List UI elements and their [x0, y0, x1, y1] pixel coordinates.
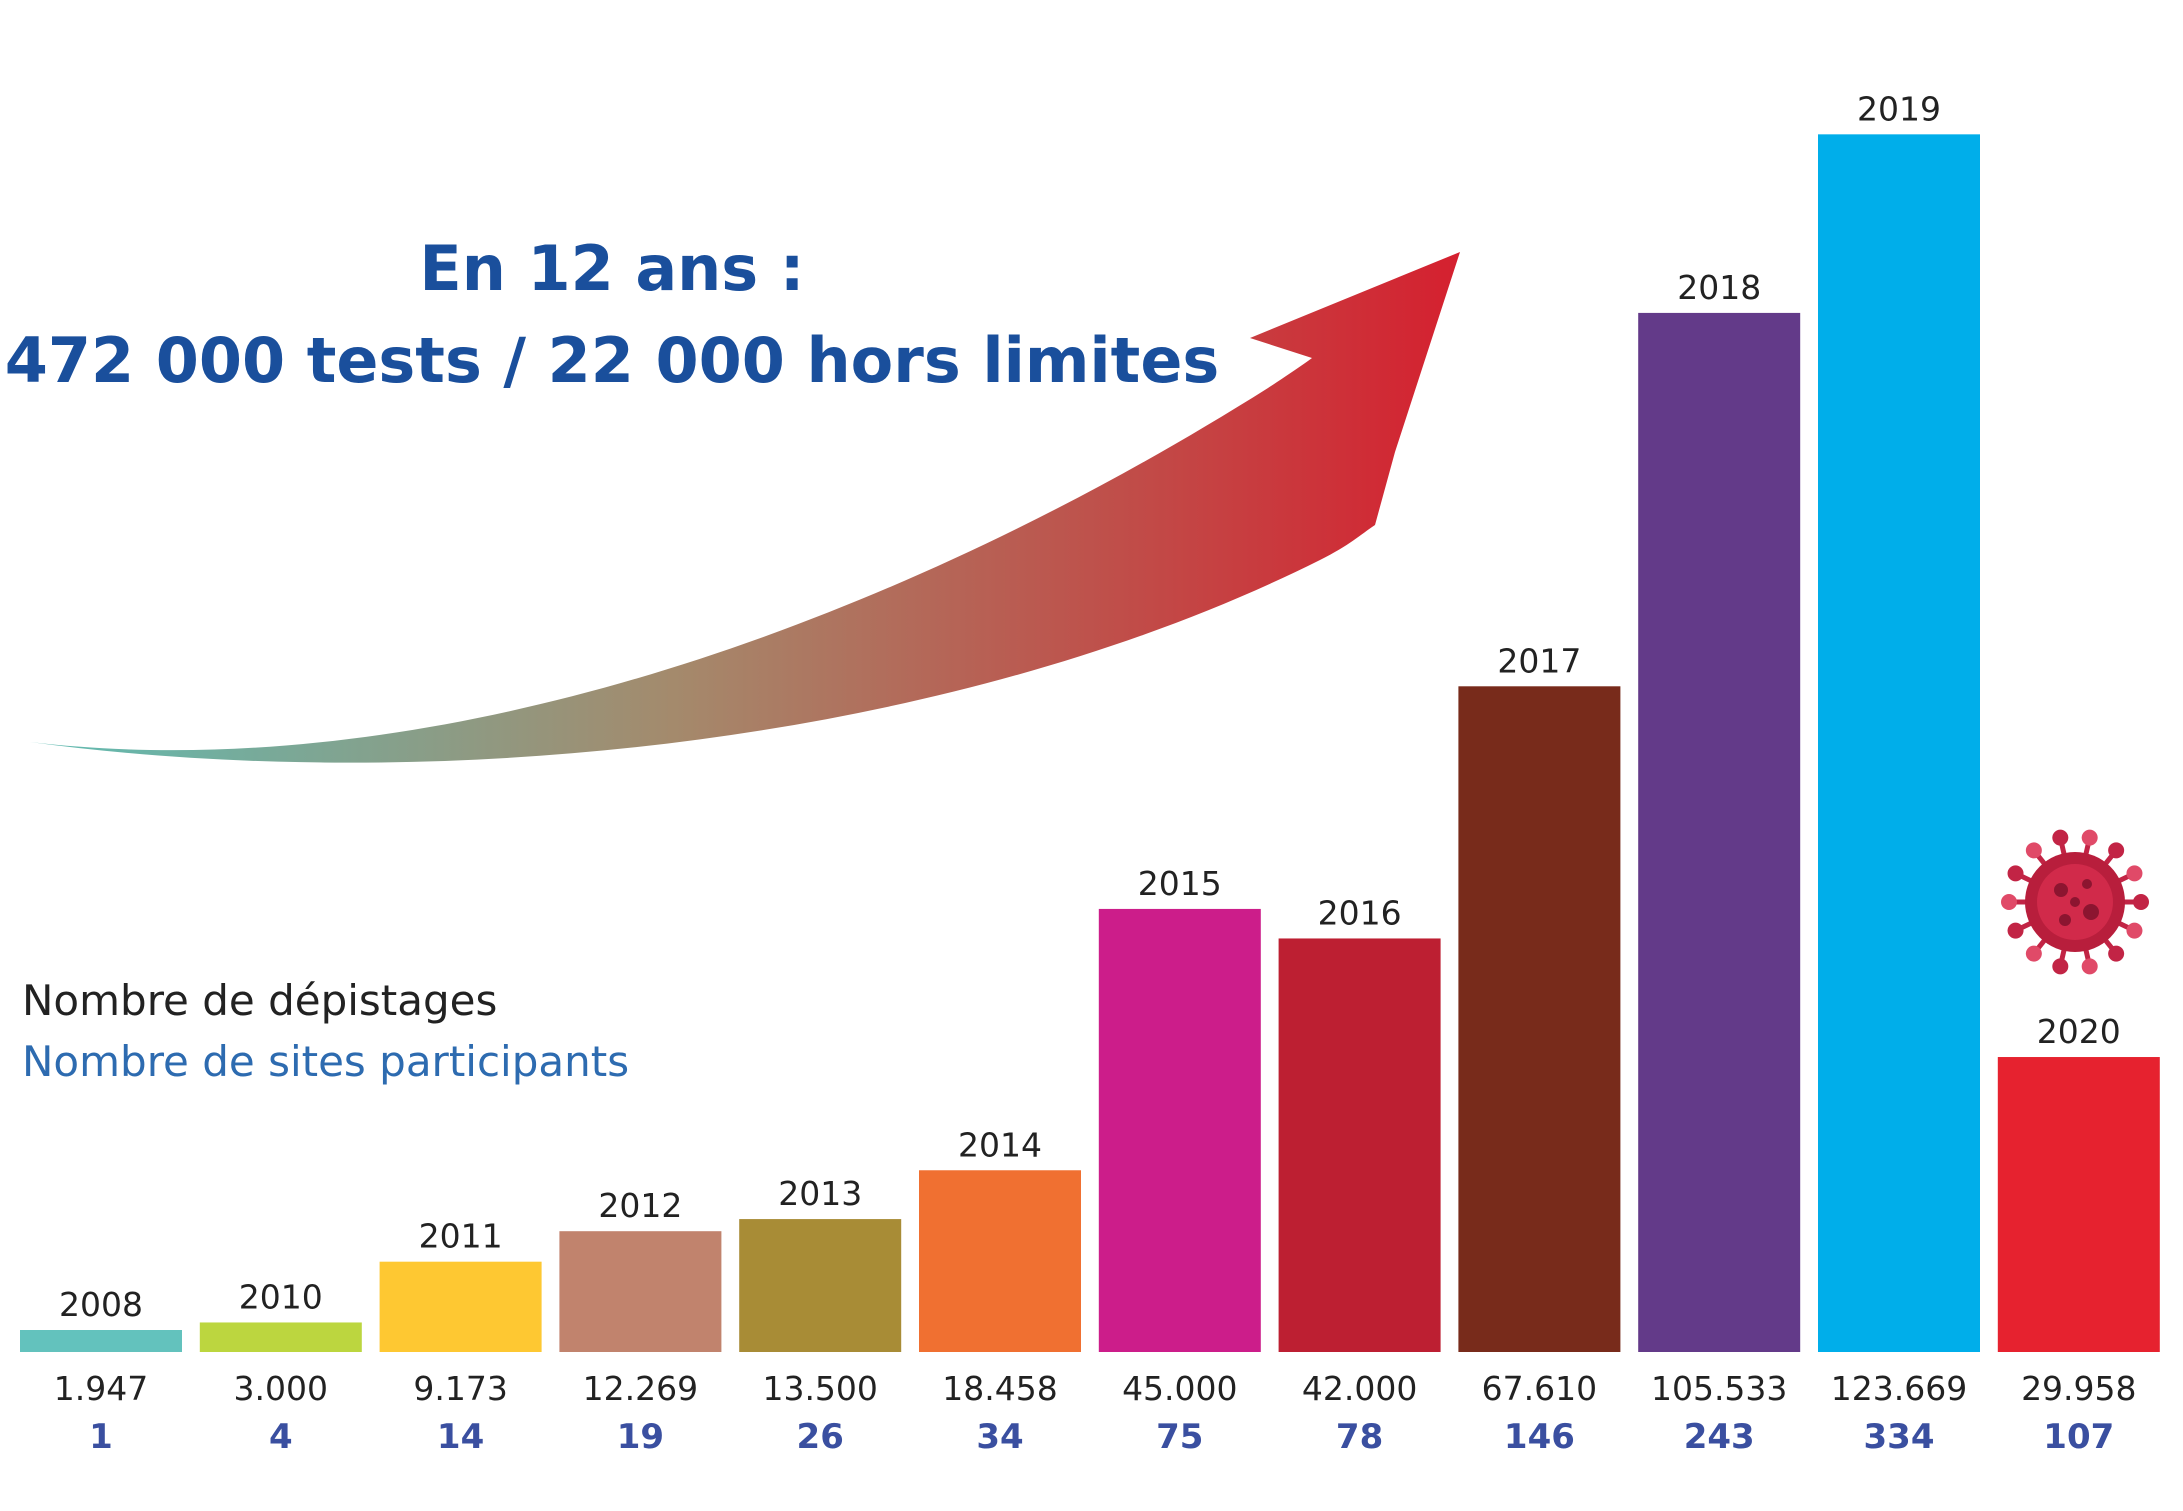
headline-line1: En 12 ans :	[419, 232, 804, 305]
tests-value-label: 13.500	[762, 1369, 877, 1408]
bar-year-label: 2016	[1318, 893, 1402, 932]
bar-2012	[559, 1231, 722, 1352]
sites-value-label: 334	[1864, 1417, 1935, 1457]
tests-value-label: 1.947	[54, 1369, 148, 1408]
sites-value-label: 243	[1684, 1417, 1755, 1457]
sites-value-label: 4	[269, 1417, 293, 1457]
tests-value-label: 12.269	[583, 1369, 698, 1408]
bar-year-label: 2013	[778, 1174, 862, 1213]
bar-2017	[1458, 686, 1621, 1352]
legend-sites-label: Nombre de sites participants	[22, 1037, 629, 1086]
sites-value-label: 14	[437, 1417, 484, 1457]
tests-value-label: 45.000	[1122, 1369, 1237, 1408]
sites-value-label: 146	[1504, 1417, 1575, 1457]
tests-value-label: 9.173	[413, 1369, 507, 1408]
bar-2018	[1638, 312, 1801, 1352]
bar-2008	[20, 1330, 182, 1352]
sites-value-label: 1	[89, 1417, 113, 1457]
bar-year-label: 2011	[419, 1217, 503, 1256]
bar-2013	[739, 1219, 902, 1352]
bar-2010	[199, 1322, 362, 1352]
legend-tests-label: Nombre de dépistages	[22, 976, 497, 1025]
bar-year-label: 2019	[1857, 89, 1941, 128]
bar-year-label: 2018	[1677, 268, 1761, 307]
bar-2019	[1818, 134, 1980, 1353]
bar-2016	[1278, 938, 1441, 1352]
bar-year-label: 2014	[958, 1125, 1042, 1164]
bar-year-label: 2015	[1138, 864, 1222, 903]
growth-arrow-icon	[30, 252, 1460, 763]
bar-2014	[919, 1170, 1081, 1352]
virus-icon	[2001, 829, 2149, 975]
bar-year-label: 2008	[59, 1285, 143, 1324]
tests-value-label: 105.533	[1651, 1369, 1787, 1408]
sites-value-label: 34	[976, 1417, 1023, 1457]
bar-year-label: 2012	[598, 1186, 682, 1225]
sites-value-label: 19	[617, 1417, 664, 1457]
tests-value-label: 3.000	[234, 1369, 328, 1408]
tests-value-label: 67.610	[1482, 1369, 1597, 1408]
bar-2020	[1997, 1057, 2160, 1352]
sites-value-label: 78	[1336, 1417, 1383, 1457]
bar-2011	[379, 1261, 542, 1352]
bar-2015	[1098, 908, 1261, 1352]
bar-group: 2008 1.947 1 2010 3.000 4 2011 9.173 14 2012 12.26…	[20, 89, 2160, 1457]
headline-line2: 472 000 tests / 22 000 hors limites	[5, 324, 1220, 397]
bar-year-label: 2010	[239, 1277, 323, 1316]
tests-value-label: 29.958	[2021, 1369, 2136, 1408]
bar-year-label: 2017	[1497, 641, 1581, 680]
tests-value-label: 123.669	[1831, 1369, 1967, 1408]
sites-value-label: 26	[797, 1417, 844, 1457]
sites-value-label: 75	[1156, 1417, 1203, 1457]
tests-value-label: 42.000	[1302, 1369, 1417, 1408]
bar-year-label: 2020	[2037, 1012, 2121, 1051]
tests-value-label: 18.458	[942, 1369, 1057, 1408]
sites-value-label: 107	[2043, 1417, 2114, 1457]
